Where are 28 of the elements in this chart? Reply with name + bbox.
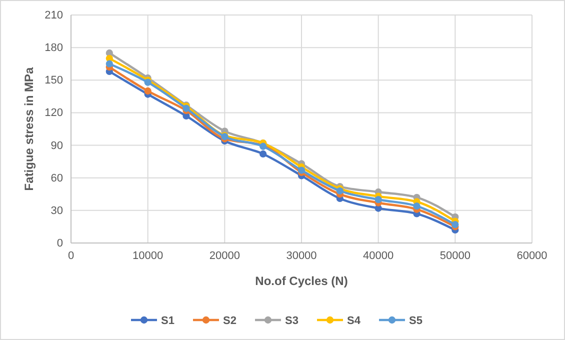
point [374, 196, 382, 204]
y-axis-title: Fatigue stress in MPa [22, 66, 36, 191]
point [413, 202, 420, 210]
x-tick-label: 20000 [209, 250, 240, 262]
x-tick-label: 0 [68, 250, 74, 262]
point [260, 150, 267, 158]
y-tick-label: 150 [44, 74, 63, 87]
y-tick-label: 180 [44, 42, 63, 54]
point [106, 60, 113, 68]
y-tick-label: 30 [50, 204, 63, 217]
x-tick-label: 30000 [286, 250, 317, 262]
legend-label: S3 [285, 315, 298, 327]
x-tick-label: 50000 [440, 250, 470, 262]
x-tick-label: 40000 [363, 250, 394, 262]
y-tick-label: 60 [50, 172, 63, 184]
y-tick-label: 210 [44, 10, 63, 22]
legend-label: S4 [347, 315, 362, 327]
point [452, 220, 459, 228]
y-tick-label: 90 [50, 140, 63, 152]
legend-label: S2 [223, 315, 236, 327]
y-tick-label: 120 [44, 107, 63, 120]
x-axis-title: No.of Cycles (N) [255, 274, 348, 288]
y-tick-label: 0 [56, 238, 63, 250]
legend-label: S1 [161, 315, 174, 327]
legend-label: S5 [409, 315, 422, 327]
point [144, 87, 152, 95]
x-tick-label: 60000 [516, 250, 548, 262]
x-tick-label: 10000 [132, 250, 164, 262]
